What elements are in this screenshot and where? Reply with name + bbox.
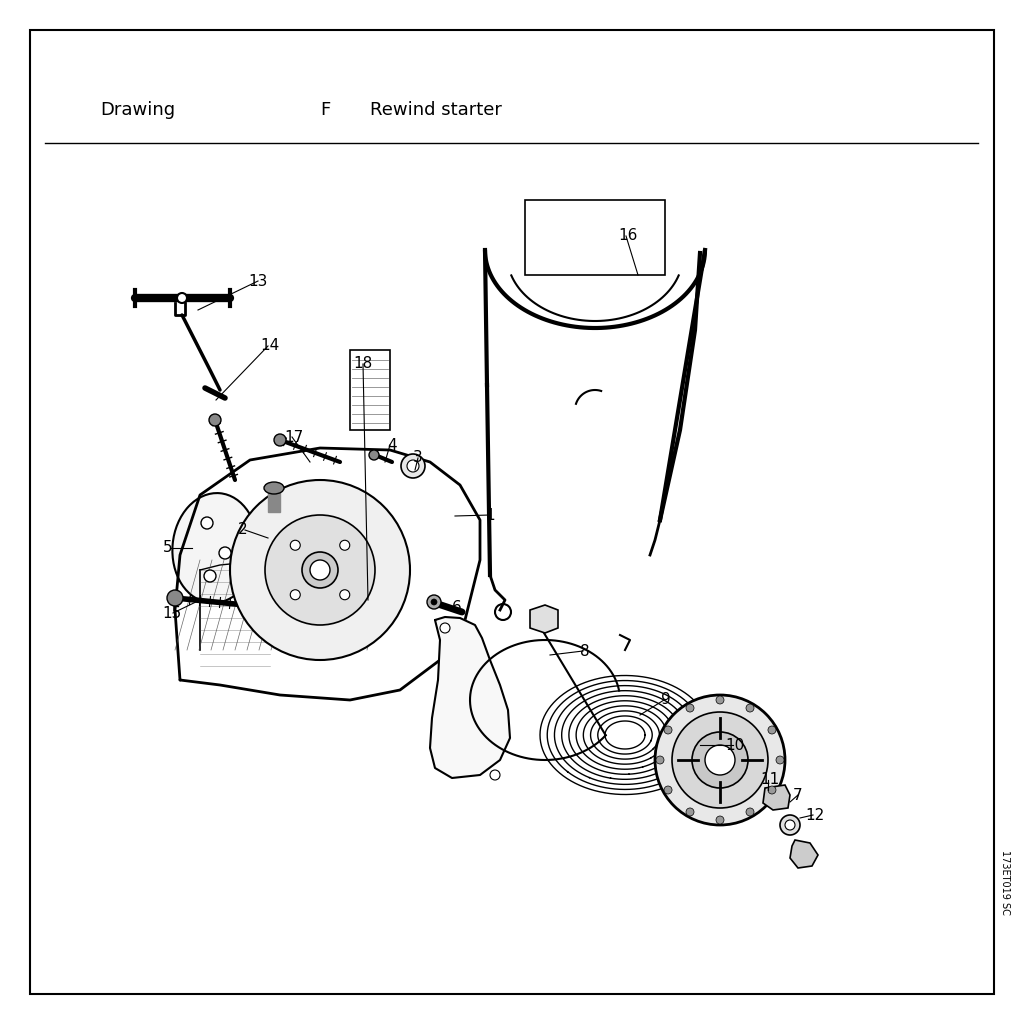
Ellipse shape bbox=[172, 494, 258, 603]
Text: 2: 2 bbox=[239, 522, 248, 538]
Circle shape bbox=[369, 450, 379, 460]
Text: 13: 13 bbox=[248, 273, 267, 289]
Circle shape bbox=[431, 599, 437, 605]
Circle shape bbox=[686, 808, 694, 816]
Text: 4: 4 bbox=[387, 437, 397, 453]
Polygon shape bbox=[790, 840, 818, 868]
Circle shape bbox=[686, 705, 694, 712]
Text: F: F bbox=[319, 101, 331, 119]
Text: 16: 16 bbox=[618, 228, 638, 244]
Circle shape bbox=[490, 770, 500, 780]
Bar bbox=[525, 200, 665, 275]
Circle shape bbox=[204, 570, 216, 582]
Circle shape bbox=[340, 541, 350, 550]
Text: 14: 14 bbox=[260, 339, 280, 353]
Circle shape bbox=[655, 695, 785, 825]
Text: 12: 12 bbox=[805, 808, 824, 822]
Circle shape bbox=[340, 590, 350, 600]
Circle shape bbox=[664, 726, 672, 734]
Circle shape bbox=[716, 696, 724, 705]
Circle shape bbox=[780, 815, 800, 835]
Circle shape bbox=[776, 756, 784, 764]
Circle shape bbox=[656, 756, 664, 764]
Circle shape bbox=[768, 726, 776, 734]
Text: 1: 1 bbox=[485, 508, 495, 522]
Text: 9: 9 bbox=[662, 692, 671, 708]
Bar bbox=[268, 490, 280, 512]
Polygon shape bbox=[430, 617, 510, 778]
Circle shape bbox=[672, 712, 768, 808]
Circle shape bbox=[664, 786, 672, 794]
Circle shape bbox=[768, 786, 776, 794]
Circle shape bbox=[692, 732, 748, 788]
Text: 15: 15 bbox=[163, 605, 181, 621]
Text: 6: 6 bbox=[453, 600, 462, 615]
Circle shape bbox=[746, 705, 754, 712]
Circle shape bbox=[746, 808, 754, 816]
Text: 7: 7 bbox=[794, 787, 803, 803]
Circle shape bbox=[401, 454, 425, 478]
Circle shape bbox=[219, 547, 231, 559]
Circle shape bbox=[274, 434, 286, 446]
Circle shape bbox=[290, 590, 300, 600]
Circle shape bbox=[302, 552, 338, 588]
Text: Drawing: Drawing bbox=[100, 101, 175, 119]
Circle shape bbox=[230, 480, 410, 660]
Circle shape bbox=[209, 414, 221, 426]
Text: 5: 5 bbox=[163, 541, 173, 555]
Circle shape bbox=[177, 293, 187, 303]
Circle shape bbox=[407, 460, 419, 472]
Text: 8: 8 bbox=[581, 643, 590, 658]
Circle shape bbox=[705, 745, 735, 775]
Circle shape bbox=[440, 623, 450, 633]
Circle shape bbox=[427, 595, 441, 609]
Circle shape bbox=[310, 560, 330, 580]
Text: 11: 11 bbox=[761, 772, 779, 787]
Text: 18: 18 bbox=[353, 356, 373, 372]
Text: 17: 17 bbox=[285, 429, 304, 444]
Circle shape bbox=[201, 517, 213, 529]
Text: 10: 10 bbox=[725, 737, 744, 753]
Ellipse shape bbox=[264, 482, 284, 494]
Circle shape bbox=[265, 515, 375, 625]
Circle shape bbox=[785, 820, 795, 830]
Text: Rewind starter: Rewind starter bbox=[370, 101, 502, 119]
Circle shape bbox=[167, 590, 183, 606]
Text: 173ET019 SC: 173ET019 SC bbox=[1000, 850, 1010, 914]
Text: 3: 3 bbox=[413, 451, 423, 466]
Polygon shape bbox=[763, 785, 790, 810]
Circle shape bbox=[716, 816, 724, 824]
Polygon shape bbox=[530, 605, 558, 633]
Circle shape bbox=[290, 541, 300, 550]
